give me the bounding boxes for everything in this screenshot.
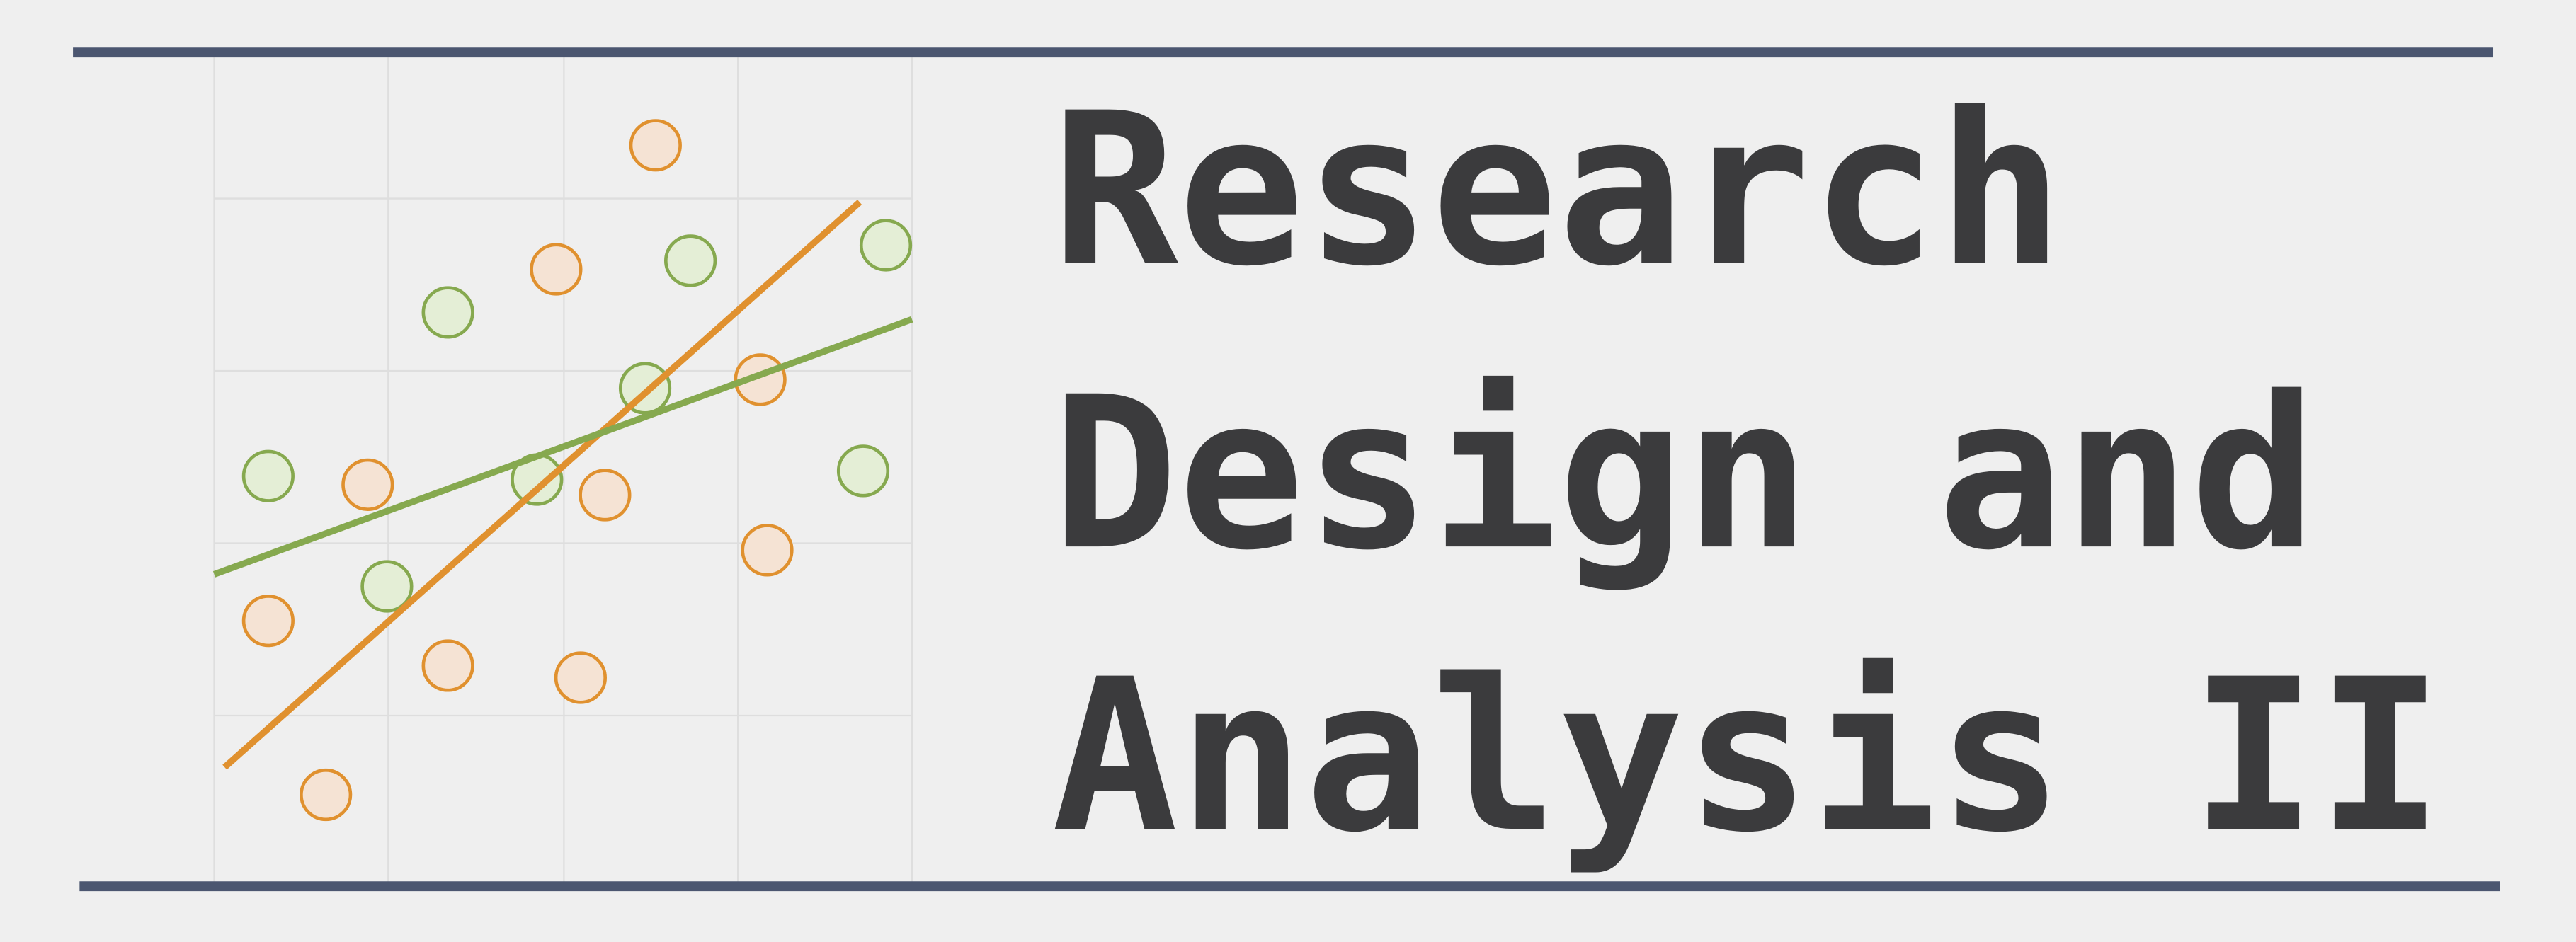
title-line: Research [1052,68,2064,312]
scatter-point [629,119,682,172]
scatter-point [421,286,474,339]
scatter-point [341,458,394,511]
scatter-point [741,524,794,577]
scatter-point [241,595,295,648]
scatter-point [554,651,607,704]
scatter-point [663,234,717,287]
scatter-point [360,560,414,613]
title-line: Analysis II [1052,634,2444,878]
trend-line [222,200,862,770]
scatter-point [421,639,474,692]
title-line: Design and [1052,352,2317,596]
plot [212,119,913,822]
scatter-point [241,449,295,502]
scatter-point [579,469,632,522]
scatter-point [859,219,913,272]
trend-line [212,316,913,578]
scatter-point [836,444,890,498]
scatter-point [300,768,353,822]
scatter-point [530,243,583,296]
